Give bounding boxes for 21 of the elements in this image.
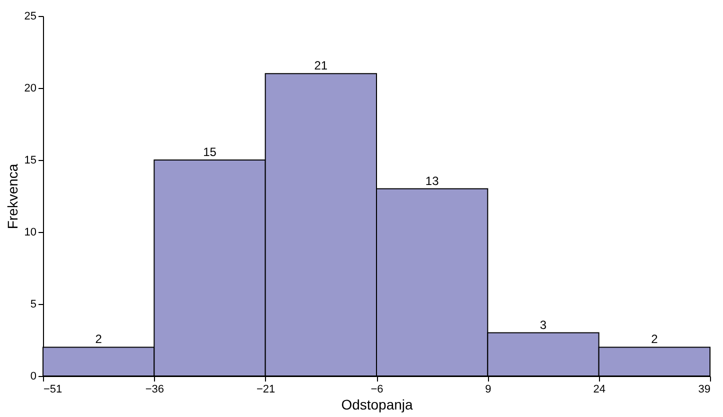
y-tick-label: 25 <box>24 10 36 22</box>
x-tick-label: 39 <box>698 384 710 396</box>
x-tick-label: −51 <box>44 384 62 396</box>
x-tick-label: 9 <box>485 384 492 396</box>
y-tick-label: 0 <box>30 370 36 382</box>
data-label: 13 <box>425 174 440 188</box>
y-tick-label: 20 <box>24 82 36 94</box>
x-tick-label: −36 <box>145 384 164 396</box>
data-label: 2 <box>651 332 658 346</box>
x-tick-label: −21 <box>256 384 276 396</box>
y-tick-label: 15 <box>24 154 36 166</box>
y-axis-title: Frekvenca <box>4 164 20 230</box>
x-tick-label: −6 <box>370 384 384 396</box>
data-label: 3 <box>540 318 547 332</box>
data-label: 2 <box>95 332 102 346</box>
data-label: 15 <box>203 145 217 159</box>
data-label: 21 <box>314 58 328 73</box>
y-tick-label: 5 <box>30 298 36 310</box>
x-tick-label: 24 <box>593 384 606 396</box>
x-axis-title: Odstopanja <box>341 396 414 412</box>
y-tick-label: 10 <box>24 226 36 238</box>
